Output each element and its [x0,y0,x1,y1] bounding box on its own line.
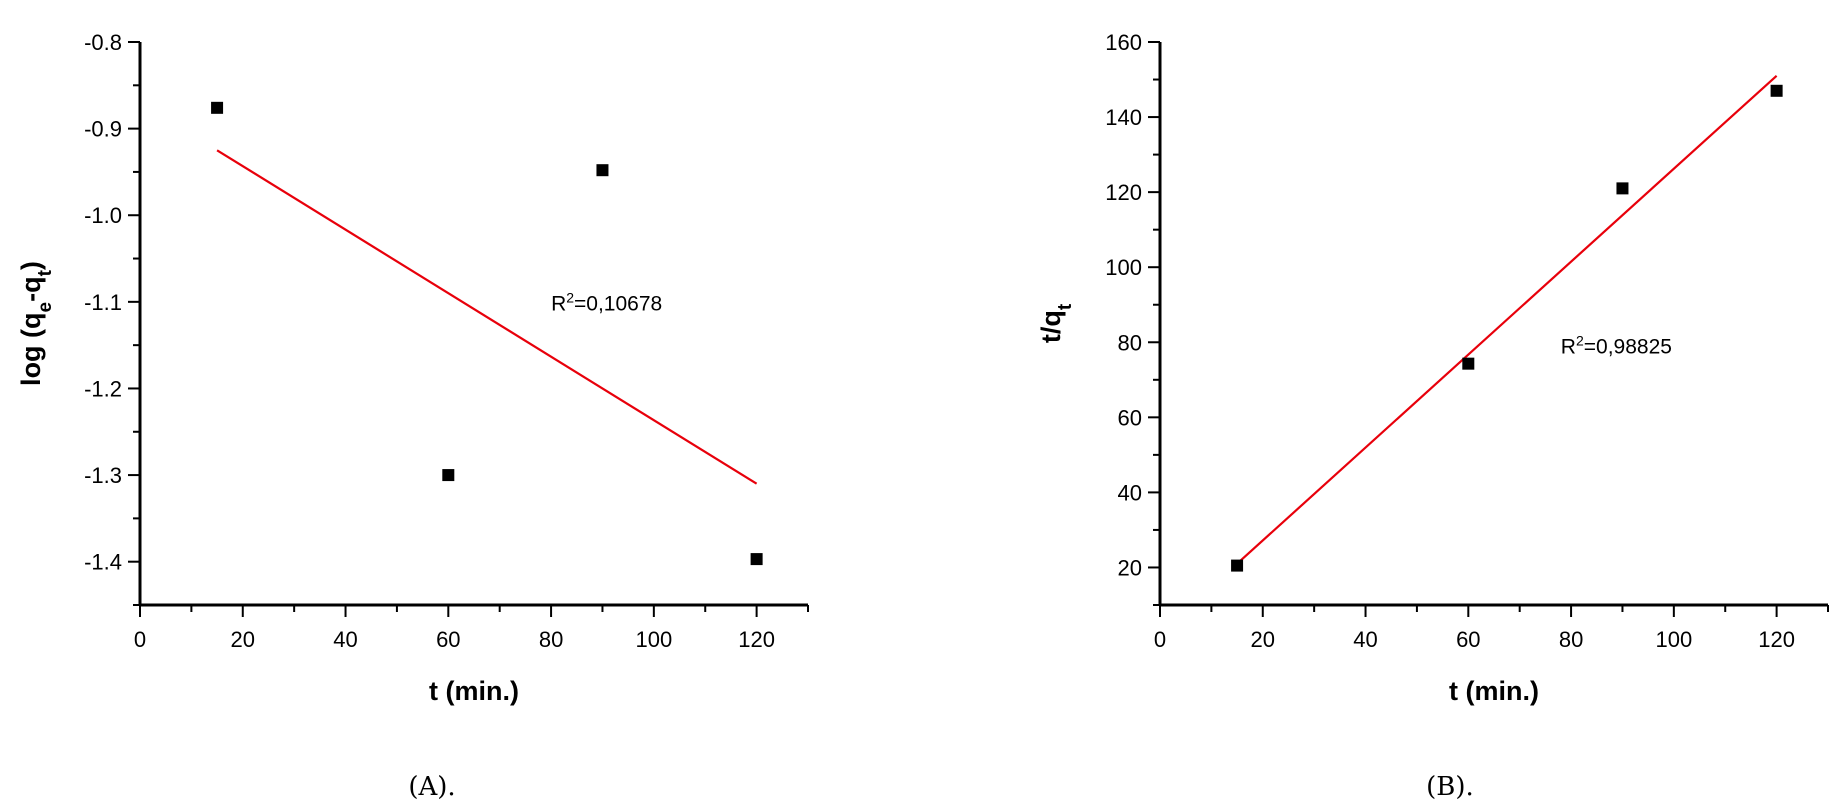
y-tick-label: 60 [1118,405,1142,430]
y-tick-label: -0.9 [84,117,122,142]
data-point [1462,357,1475,370]
r-squared-annotation: R2=0,10678 [551,290,662,316]
annotation-value: =0,98825 [1584,336,1672,359]
panel-a: 0 20 40 60 80 100 120 -0.8 -0.9 -1.0 -1.1 -1.2 -1.3 -… [16,30,809,802]
y-tick-label: -1.2 [84,376,122,401]
x-axis-title: t (min.) [1449,676,1539,706]
annotation-prefix: R [551,293,566,316]
x-tick-label: 120 [1758,627,1795,652]
y-axis-title: t/qt [1036,303,1076,343]
r-squared-annotation: R2=0,98825 [1561,333,1672,359]
y-axis-title-subscript: t [35,269,56,276]
y-tick-label: -1.4 [84,550,122,575]
x-tick-label: 0 [134,627,146,652]
data-point [1231,559,1244,572]
x-tick-label: 80 [539,627,563,652]
panel-caption: (B). [1426,772,1474,802]
y-axis-title-text: log (q [16,312,46,385]
x-tick-label: 40 [1353,627,1377,652]
x-tick-label: 120 [738,627,775,652]
data-point [596,164,609,177]
x-tick-label: 100 [635,627,672,652]
data-point [1770,84,1783,97]
y-tick-label: -1.0 [84,203,122,228]
data-point [1616,182,1629,195]
annotation-prefix: R [1561,336,1576,359]
y-tick-label: 80 [1118,330,1142,355]
y-tick-label: 20 [1118,555,1142,580]
y-axis-title-text: ) [16,261,46,270]
y-axis-title-text: t/q [1036,310,1066,343]
x-tick-label: 60 [436,627,460,652]
y-tick-label: -1.3 [84,463,122,488]
panel-b: 0 20 40 60 80 100 120 20 40 60 80 100 120 140 160 t (mi… [1036,30,1829,802]
x-tick-label: 60 [1456,627,1480,652]
x-tick-label: 100 [1655,627,1692,652]
data-point [211,101,224,114]
y-tick-label: 160 [1105,30,1142,55]
y-tick-label: -0.8 [84,30,122,55]
x-tick-label: 20 [1251,627,1275,652]
fit-line [1236,74,1778,565]
annotation-superscript: 2 [566,290,574,306]
y-axis-title-text: -q [16,276,46,301]
y-tick-label: 140 [1105,105,1142,130]
y-axis-title-subscript: t [1055,303,1076,310]
y-tick-label: -1.1 [84,290,122,315]
x-tick-label: 20 [231,627,255,652]
data-point [442,469,455,482]
annotation-superscript: 2 [1576,333,1584,349]
y-tick-label: 100 [1105,255,1142,280]
x-tick-label: 80 [1559,627,1583,652]
fit-line [216,149,758,485]
x-axis-title: t (min.) [429,676,519,706]
panel-caption: (A). [408,772,455,802]
y-tick-label: 120 [1105,180,1142,205]
x-tick-label: 40 [333,627,357,652]
data-point [750,553,763,566]
x-tick-label: 0 [1154,627,1166,652]
y-axis-title-subscript: e [35,302,56,313]
annotation-value: =0,10678 [574,293,662,316]
y-tick-label: 40 [1118,480,1142,505]
y-axis-title: log (qe-qt) [16,261,56,386]
